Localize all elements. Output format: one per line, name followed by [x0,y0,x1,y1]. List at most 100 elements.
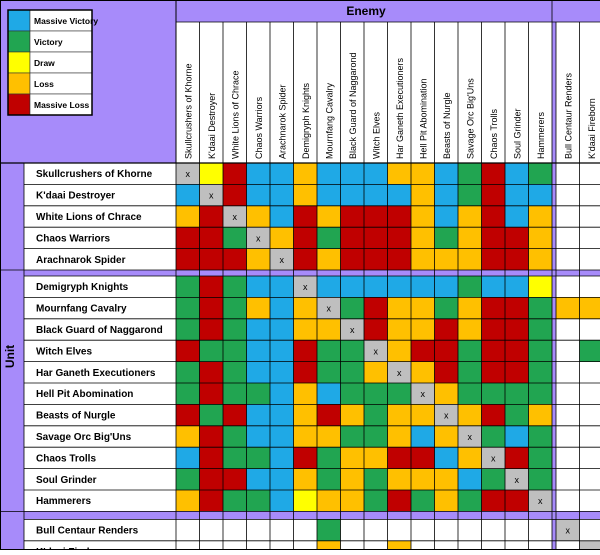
matchup-cell [247,447,271,468]
self-marker: x [350,325,355,335]
matchup-cell [458,276,482,297]
matchup-cell [580,249,600,270]
matchup-cell [223,184,247,205]
matchup-cell [529,227,553,248]
matchup-cell [270,297,294,318]
matchup-cell [435,447,459,468]
matchup-cell [580,519,600,540]
matchup-cell [364,319,388,340]
matchup-cell [176,249,200,270]
matchup-cell [317,383,341,404]
row-label-black-guard-of-naggarond: Black Guard of Naggarond [36,325,163,336]
row-separator [0,511,600,519]
matchup-cell [458,383,482,404]
matchup-cell [364,206,388,227]
matchup-cell [388,383,412,404]
matchup-cell [294,426,318,447]
legend-label-v: Victory [34,37,63,47]
matchup-cell [580,297,600,318]
matchup-cell [435,206,459,227]
matchup-cell [435,362,459,383]
matchup-cell [294,163,318,184]
matchup-cell [458,447,482,468]
matchup-cell [435,426,459,447]
matchup-cell [317,184,341,205]
matchup-cell [388,227,412,248]
matchup-cell [200,276,224,297]
matchup-cell [458,469,482,490]
self-marker: x [515,475,520,485]
matchup-cell [270,319,294,340]
matchup-cell [529,276,553,297]
matchup-cell [341,490,365,511]
self-marker: x [444,411,449,421]
self-marker: x [397,368,402,378]
matchup-cell [223,297,247,318]
matchup-cell [341,227,365,248]
column-label-hammerers: Hammerers [536,111,546,159]
matchup-cell [341,404,365,425]
matchup-cell [364,163,388,184]
matchup-cell [176,362,200,383]
matchup-cell [317,249,341,270]
matchup-cell [505,447,529,468]
matchup-cell [388,184,412,205]
matchup-cell [556,340,580,361]
matchup-cell [270,383,294,404]
matchup-cell [176,490,200,511]
matchup-cell [270,184,294,205]
column-label-k-daai-destroyer: K'daai Destroyer [207,93,217,159]
self-marker: x [421,389,426,399]
column-label-bull-centaur-renders: Bull Centaur Renders [563,72,573,159]
matchup-cell [176,541,200,550]
matchup-cell [223,541,247,550]
matchup-cell [317,340,341,361]
self-marker: x [233,212,238,222]
matchup-cell [270,469,294,490]
matchup-cell [294,404,318,425]
self-marker: x [280,255,285,265]
matchup-cell [411,206,435,227]
matchup-cell [556,447,580,468]
matchup-cell [529,362,553,383]
matchup-cell [482,541,506,550]
self-marker: x [209,191,214,201]
matchup-cell [505,519,529,540]
matchup-cell [388,163,412,184]
matchup-cell [341,184,365,205]
matchup-cell [223,490,247,511]
matchup-cell [200,404,224,425]
matchup-cell [270,362,294,383]
matchup-cell [388,426,412,447]
legend-swatch [8,94,30,115]
matchup-cell [556,276,580,297]
matchup-cell [294,206,318,227]
matchup-cell [294,541,318,550]
matchup-cell [247,426,271,447]
matchup-cell [247,340,271,361]
matchup-cell [411,519,435,540]
legend-label-l: Loss [34,79,54,89]
matchup-cell [270,541,294,550]
matchup-cell [200,541,224,550]
matchup-cell [388,297,412,318]
matchup-cell [270,404,294,425]
matchup-cell [556,383,580,404]
column-label-savage-orc-big-uns: Savage Orc Big'Uns [465,78,475,159]
matchup-cell [247,469,271,490]
matchup-cell [364,276,388,297]
matchup-cell [223,447,247,468]
matchup-cell [529,297,553,318]
matchup-cell [364,426,388,447]
matchup-cell [364,297,388,318]
matchup-cell [364,362,388,383]
matchup-cell [294,319,318,340]
matchup-cell [482,519,506,540]
matchup-cell [529,184,553,205]
legend-swatch [8,31,30,52]
matchup-cell [580,469,600,490]
matchup-cell [223,249,247,270]
matchup-cell [341,362,365,383]
matchup-cell [411,340,435,361]
row-label-har-ganeth-executioners: Har Ganeth Executioners [36,368,156,379]
